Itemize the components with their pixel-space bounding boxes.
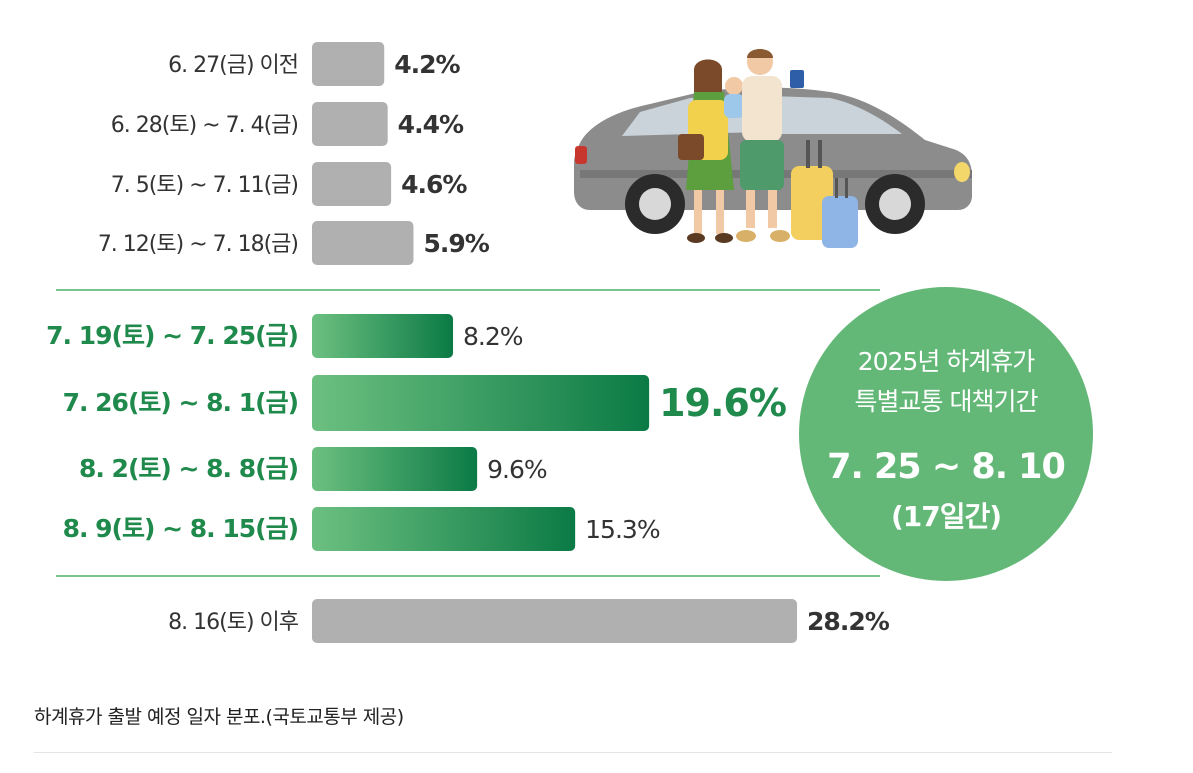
value-label: 4.6% — [401, 170, 467, 199]
category-label: 8. 9(토) ~ 8. 15(금) — [63, 514, 298, 543]
category-label: 8. 2(토) ~ 8. 8(금) — [79, 454, 298, 483]
value-label: 8.2% — [463, 322, 523, 351]
bars-layer: 6. 27(금) 이전 4.2% 6. 28(토) ~ 7. 4(금) 4.4% 7. … — [46, 42, 891, 643]
family-car-travel-illustration — [574, 49, 972, 248]
category-label: 6. 27(금) 이전 — [168, 53, 298, 78]
category-label: 7. 19(토) ~ 7. 25(금) — [46, 321, 298, 350]
category-label: 8. 16(토) 이후 — [168, 610, 299, 635]
bar — [312, 221, 414, 265]
badge-period: 7. 25 ~ 8. 10 — [827, 447, 1065, 487]
bar-highlight — [312, 507, 576, 551]
value-label: 19.6% — [659, 381, 786, 425]
bar-highlight — [312, 375, 650, 431]
value-label: 15.3% — [585, 515, 660, 544]
special-traffic-period-badge: 2025년 하계휴가 특별교통 대책기간 7. 25 ~ 8. 10 (17일간… — [799, 287, 1093, 581]
caption-divider — [34, 752, 1112, 753]
category-label: 6. 28(토) ~ 7. 4(금) — [111, 113, 298, 138]
bar — [312, 162, 392, 206]
value-label: 4.4% — [398, 110, 464, 139]
badge-line2: 특별교통 대책기간 — [855, 387, 1039, 416]
badge-line1: 2025년 하계휴가 — [858, 347, 1036, 376]
bar-highlight — [312, 314, 454, 358]
badge-days: (17일간) — [891, 500, 1001, 533]
category-label: 7. 5(토) ~ 7. 11(금) — [111, 173, 298, 198]
badge-circle — [799, 287, 1093, 581]
bar — [312, 599, 798, 643]
bar — [312, 102, 388, 146]
value-label: 28.2% — [807, 607, 890, 636]
value-label: 9.6% — [487, 455, 547, 484]
value-label: 5.9% — [423, 229, 489, 258]
bar-highlight — [312, 447, 478, 491]
figure-caption: 하계휴가 출발 예정 일자 분포.(국토교통부 제공) — [34, 706, 404, 728]
category-label: 7. 26(토) ~ 8. 1(금) — [63, 388, 298, 417]
category-label: 7. 12(토) ~ 7. 18(금) — [98, 232, 298, 257]
value-label: 4.2% — [394, 50, 460, 79]
bar — [312, 42, 385, 86]
